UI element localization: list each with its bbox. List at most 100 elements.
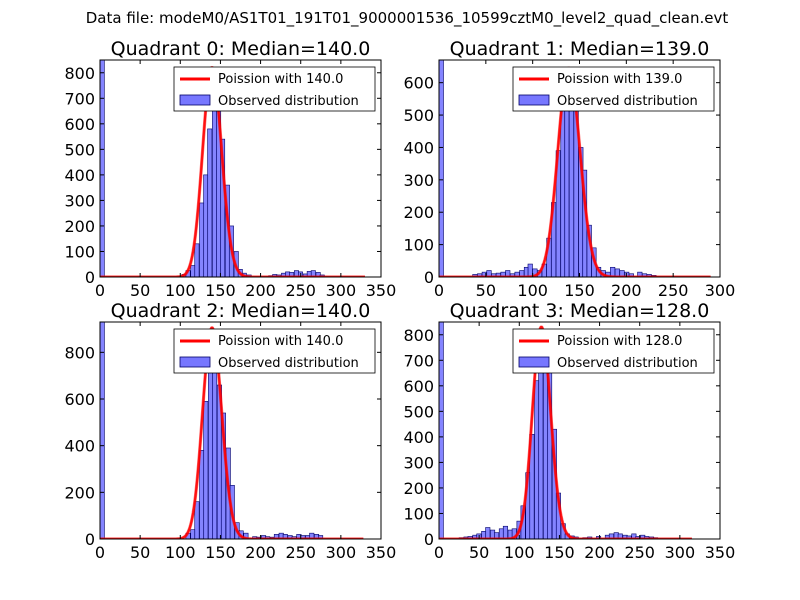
- subplot-title: Quadrant 0: Median=140.0: [111, 38, 371, 60]
- legend-bar-swatch: [518, 356, 550, 368]
- x-tick-label: 250: [658, 281, 689, 300]
- y-tick-label: 400: [64, 437, 95, 456]
- x-tick-label: 150: [205, 281, 236, 300]
- y-tick-label: 600: [64, 390, 95, 409]
- y-tick-label: 200: [403, 203, 434, 222]
- y-tick-label: 0: [85, 268, 95, 287]
- legend-entry-observed: Observed distribution: [557, 356, 698, 371]
- y-tick-label: 400: [64, 166, 95, 185]
- x-tick-label: 300: [705, 281, 736, 300]
- x-tick-label: 150: [205, 543, 236, 562]
- y-tick-label: 200: [64, 483, 95, 502]
- x-tick-label: 50: [476, 281, 496, 300]
- x-tick-label: 200: [611, 281, 642, 300]
- y-tick-label: 300: [64, 191, 95, 210]
- histogram-bar: [199, 202, 205, 277]
- y-tick-label: 700: [403, 351, 434, 370]
- y-tick-label: 0: [424, 530, 434, 549]
- histogram-bar: [203, 174, 209, 277]
- x-tick-label: 0: [434, 543, 444, 562]
- legend: Poission with 128.0 Observed distribution: [512, 328, 715, 374]
- y-tick-label: 800: [64, 343, 95, 362]
- legend-bar-swatch: [179, 356, 211, 368]
- plot-content: [439, 322, 693, 539]
- y-tick-label: 200: [64, 217, 95, 236]
- x-tick-label: 150: [564, 281, 595, 300]
- axes-frame: [99, 59, 382, 278]
- poisson-curve-core: [100, 326, 364, 539]
- histogram-bar: [568, 82, 574, 277]
- subplot-3: 0 50 100 150 200 250 300 350 0 100 200 300 400 500 600…: [403, 300, 735, 562]
- x-tick-label: 300: [665, 543, 696, 562]
- y-tick-label: 600: [403, 377, 434, 396]
- x-tick-label: 300: [326, 543, 357, 562]
- y-tick-label: 500: [403, 106, 434, 125]
- histogram-bar: [318, 535, 324, 539]
- x-tick-label: 300: [326, 281, 357, 300]
- y-tick-label: 800: [64, 64, 95, 83]
- subplot-title: Quadrant 2: Median=140.0: [111, 300, 371, 322]
- histogram-bar: [100, 322, 105, 539]
- histogram-bar: [439, 60, 444, 277]
- x-tick-label: 0: [95, 281, 105, 300]
- plot-content: [100, 60, 366, 277]
- poisson-curve-core: [100, 66, 366, 277]
- axes-frame: [99, 321, 382, 540]
- x-tick-label: 200: [245, 281, 276, 300]
- x-tick-label: 150: [544, 543, 575, 562]
- histogram-bar: [194, 243, 200, 277]
- x-tick-label: 250: [624, 543, 655, 562]
- histogram-bar: [309, 532, 315, 539]
- subplot-title: Quadrant 1: Median=139.0: [450, 38, 710, 60]
- x-tick-label: 0: [434, 281, 444, 300]
- y-tick-label: 700: [64, 89, 95, 108]
- histogram-bar: [502, 525, 508, 539]
- y-tick-label: 200: [403, 479, 434, 498]
- subplot-2: 0 50 100 150 200 250 300 350 0 200 400 600 800 Quadra…: [64, 300, 396, 562]
- histogram-bar: [100, 60, 105, 277]
- histogram-bar: [485, 527, 491, 539]
- y-tick-label: 400: [403, 428, 434, 447]
- y-tick-label: 800: [403, 326, 434, 345]
- axes-frame: [438, 321, 721, 540]
- y-tick-label: 100: [403, 236, 434, 255]
- x-tick-label: 200: [584, 543, 615, 562]
- histogram-bar: [203, 401, 209, 539]
- x-tick-label: 100: [165, 543, 196, 562]
- y-tick-label: 600: [403, 74, 434, 93]
- legend: Poission with 140.0 Observed distribution: [173, 328, 376, 374]
- legend-entry-model: Poission with 128.0: [557, 334, 682, 349]
- poisson-curve-core: [439, 326, 693, 539]
- legend-entry-observed: Observed distribution: [218, 94, 359, 109]
- legend: Poission with 140.0 Observed distribution: [173, 66, 376, 112]
- histogram-bar: [207, 128, 213, 277]
- y-tick-label: 300: [403, 171, 434, 190]
- y-tick-label: 100: [403, 504, 434, 523]
- x-tick-label: 100: [517, 281, 548, 300]
- legend: Poission with 139.0 Observed distribution: [512, 66, 715, 112]
- legend-bar-swatch: [518, 94, 550, 106]
- x-tick-label: 350: [366, 281, 397, 300]
- histogram-bar: [220, 138, 226, 277]
- histogram-bar: [439, 322, 444, 539]
- y-tick-label: 500: [403, 402, 434, 421]
- legend-bar-swatch: [179, 94, 211, 106]
- x-tick-label: 0: [95, 543, 105, 562]
- histogram-bar: [494, 532, 500, 539]
- y-tick-label: 300: [403, 453, 434, 472]
- legend-entry-model: Poission with 140.0: [218, 72, 343, 87]
- y-tick-label: 400: [403, 138, 434, 157]
- x-tick-label: 350: [705, 543, 736, 562]
- y-tick-label: 600: [64, 115, 95, 134]
- legend-entry-model: Poission with 139.0: [557, 72, 682, 87]
- legend-entry-observed: Observed distribution: [557, 94, 698, 109]
- legend-entry-observed: Observed distribution: [218, 356, 359, 371]
- y-tick-label: 100: [64, 242, 95, 261]
- histogram-bar: [628, 273, 634, 277]
- subplot-1: 0 50 100 150 200 250 300 0 100 200 300 400 500 600 Qua…: [403, 38, 735, 300]
- histogram-bar: [190, 265, 196, 277]
- x-tick-label: 350: [366, 543, 397, 562]
- y-tick-label: 0: [424, 268, 434, 287]
- x-tick-label: 250: [285, 543, 316, 562]
- legend-entry-model: Poission with 140.0: [218, 334, 343, 349]
